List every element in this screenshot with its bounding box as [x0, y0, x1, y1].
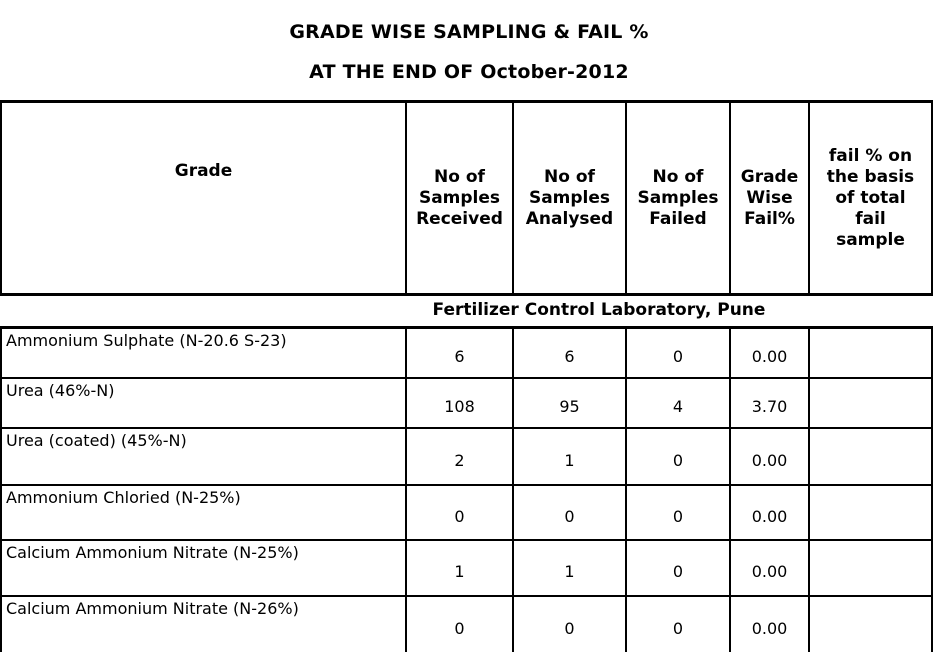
section-header-row: Fertilizer Control Laboratory, Pune: [1, 295, 932, 328]
grade-wise-fail-cell: 0.00: [730, 428, 809, 485]
samples-received-cell: 6: [406, 328, 513, 379]
samples-received-cell: 1: [406, 540, 513, 596]
table-row: Urea (46%-N) 108 95 4 3.70: [1, 378, 932, 428]
samples-analysed-cell: 0: [513, 596, 626, 652]
samples-failed-cell: 0: [626, 428, 730, 485]
table-row: Ammonium Chloried (N-25%) 0 0 0 0.00: [1, 485, 932, 540]
table-row: Urea (coated) (45%-N) 2 1 0 0.00: [1, 428, 932, 485]
fail-pct-total-cell: [809, 428, 932, 485]
grade-name-cell: Ammonium Sulphate (N-20.6 S-23): [1, 328, 406, 379]
table-body: Fertilizer Control Laboratory, Pune Ammo…: [1, 295, 932, 652]
fail-pct-total-cell: [809, 485, 932, 540]
column-header-grade: Grade: [1, 102, 406, 295]
grade-wise-fail-cell: 0.00: [730, 485, 809, 540]
grade-name-cell: Urea (46%-N): [1, 378, 406, 428]
column-header-fail-pct-total: fail % on the basis of total fail sample: [809, 102, 932, 295]
section-header-lab-name: Fertilizer Control Laboratory, Pune: [1, 295, 932, 328]
column-header-grade-wise-fail: Grade Wise Fail%: [730, 102, 809, 295]
samples-analysed-cell: 1: [513, 428, 626, 485]
samples-analysed-cell: 6: [513, 328, 626, 379]
samples-received-cell: 0: [406, 485, 513, 540]
grade-name-cell: Calcium Ammonium Nitrate (N-26%): [1, 596, 406, 652]
grade-wise-fail-cell: 0.00: [730, 596, 809, 652]
samples-received-cell: 108: [406, 378, 513, 428]
grade-sampling-table: Grade No of Samples Received No of Sampl…: [0, 100, 933, 652]
grade-wise-fail-cell: 0.00: [730, 328, 809, 379]
samples-received-cell: 2: [406, 428, 513, 485]
grade-name-cell: Calcium Ammonium Nitrate (N-25%): [1, 540, 406, 596]
grade-name-cell: Ammonium Chloried (N-25%): [1, 485, 406, 540]
samples-failed-cell: 0: [626, 485, 730, 540]
fail-pct-total-cell: [809, 540, 932, 596]
table-header: Grade No of Samples Received No of Sampl…: [1, 102, 932, 295]
fail-pct-total-cell: [809, 328, 932, 379]
samples-failed-cell: 0: [626, 328, 730, 379]
report-page: GRADE WISE SAMPLING & FAIL % AT THE END …: [0, 0, 938, 546]
page-subtitle: AT THE END OF October-2012: [0, 58, 938, 86]
column-header-samples-failed: No of Samples Failed: [626, 102, 730, 295]
page-title: GRADE WISE SAMPLING & FAIL %: [0, 0, 938, 46]
grade-wise-fail-cell: 0.00: [730, 540, 809, 596]
samples-analysed-cell: 0: [513, 485, 626, 540]
samples-failed-cell: 0: [626, 540, 730, 596]
samples-received-cell: 0: [406, 596, 513, 652]
table-row: Calcium Ammonium Nitrate (N-25%) 1 1 0 0…: [1, 540, 932, 596]
fail-pct-total-cell: [809, 596, 932, 652]
column-header-samples-analysed: No of Samples Analysed: [513, 102, 626, 295]
samples-analysed-cell: 95: [513, 378, 626, 428]
table-row: Ammonium Sulphate (N-20.6 S-23) 6 6 0 0.…: [1, 328, 932, 379]
column-header-samples-received: No of Samples Received: [406, 102, 513, 295]
grade-wise-fail-cell: 3.70: [730, 378, 809, 428]
samples-failed-cell: 4: [626, 378, 730, 428]
grade-name-cell: Urea (coated) (45%-N): [1, 428, 406, 485]
samples-analysed-cell: 1: [513, 540, 626, 596]
table-row: Calcium Ammonium Nitrate (N-26%) 0 0 0 0…: [1, 596, 932, 652]
samples-failed-cell: 0: [626, 596, 730, 652]
table-header-row: Grade No of Samples Received No of Sampl…: [1, 102, 932, 295]
fail-pct-total-cell: [809, 378, 932, 428]
